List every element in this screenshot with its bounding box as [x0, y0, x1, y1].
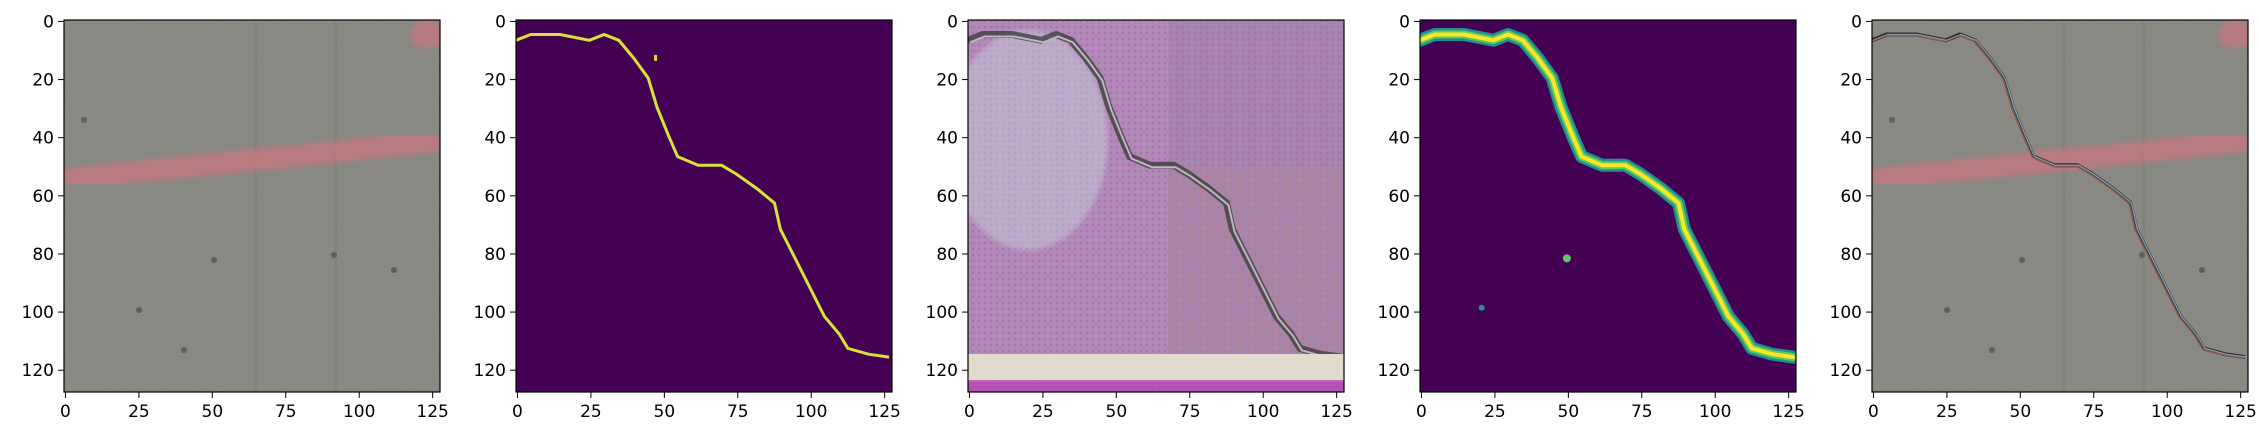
y-tick-label: 20: [936, 71, 958, 91]
x-tick-label: 0: [512, 402, 523, 422]
x-tick-label: 100: [795, 402, 827, 422]
y-tick-label: 20: [32, 71, 54, 91]
x-tick-label: 50: [202, 402, 224, 422]
y-tick-label: 100: [1378, 303, 1410, 323]
y-tick-label: 0: [43, 12, 54, 32]
panel-predicted-mask: 0 25 50 75 100 125 0 20 40 60 80 100 120: [1356, 0, 1807, 440]
crack-mask-line: [516, 32, 890, 359]
x-tick-label: 125: [868, 402, 900, 422]
y-tick-label: 20: [1388, 71, 1410, 91]
panel-ground-truth-mask: 0 25 50 75 100 125 0 20 40 60 80 100 120: [452, 0, 903, 440]
y-tick-label: 100: [22, 303, 54, 323]
concrete-photo: [64, 20, 440, 392]
x-tick-label: 50: [1558, 402, 1580, 422]
x-tick-label: 125: [416, 402, 448, 422]
x-tick-label: 50: [2010, 402, 2032, 422]
x-tick-label: 0: [1416, 402, 1427, 422]
prediction-spot: [1562, 254, 1571, 263]
axes-frame: [967, 19, 1345, 393]
y-tick-label: 40: [1388, 129, 1410, 149]
y-tick-label: 60: [936, 187, 958, 207]
y-tick-label: 0: [1399, 12, 1410, 32]
y-tick-label: 80: [484, 245, 506, 265]
panel-generated-image: 0 25 50 75 100 125 0 20 40 60 80 100 120: [904, 0, 1355, 440]
x-tick-label: 25: [580, 402, 602, 422]
x-tick-label: 100: [1699, 402, 1731, 422]
y-tick-label: 40: [936, 129, 958, 149]
y-tick-label: 40: [1840, 129, 1862, 149]
grain: [968, 20, 1344, 392]
generated-image: [968, 20, 1344, 392]
x-tick-label: 75: [1631, 402, 1653, 422]
y-tick-label: 80: [1388, 245, 1410, 265]
prediction-image: [1420, 20, 1796, 392]
y-tick-label: 20: [1840, 71, 1862, 91]
x-tick-label: 100: [2151, 402, 2183, 422]
x-tick-label: 0: [1868, 402, 1879, 422]
y-tick-label: 0: [947, 12, 958, 32]
y-tick-label: 80: [936, 245, 958, 265]
y-tick-label: 100: [1830, 303, 1862, 323]
y-tick-label: 80: [1840, 245, 1862, 265]
axes-frame: [63, 19, 441, 393]
x-tick-label: 75: [2083, 402, 2105, 422]
x-tick-label: 125: [1320, 402, 1352, 422]
y-tick-label: 60: [484, 187, 506, 207]
y-tick-label: 60: [32, 187, 54, 207]
y-tick-label: 0: [495, 12, 506, 32]
x-tick-label: 25: [128, 402, 150, 422]
x-tick-label: 125: [2224, 402, 2256, 422]
axes-frame: [1419, 19, 1797, 393]
mask-fragment: [654, 54, 658, 61]
y-tick-label: 60: [1388, 187, 1410, 207]
y-tick-label: 120: [22, 361, 54, 381]
x-tick-label: 100: [1247, 402, 1279, 422]
y-tick-label: 0: [1851, 12, 1862, 32]
x-tick-label: 25: [1936, 402, 1958, 422]
y-tick-label: 120: [474, 361, 506, 381]
grain: [64, 20, 440, 392]
panel-overlay: 0 25 50 75 100 125 0 20 40 60 80 100 120: [1808, 0, 2259, 440]
y-tick-label: 120: [1378, 361, 1410, 381]
x-tick-label: 50: [654, 402, 676, 422]
y-tick-label: 40: [32, 129, 54, 149]
mask-image: [516, 20, 892, 392]
y-tick-label: 60: [1840, 187, 1862, 207]
x-tick-label: 0: [60, 402, 71, 422]
x-tick-label: 50: [1106, 402, 1128, 422]
y-tick-label: 100: [926, 303, 958, 323]
y-tick-label: 120: [926, 361, 958, 381]
y-tick-label: 80: [32, 245, 54, 265]
x-tick-label: 25: [1032, 402, 1054, 422]
x-tick-label: 75: [1179, 402, 1201, 422]
y-tick-label: 40: [484, 129, 506, 149]
prediction-spot: [1478, 304, 1485, 311]
x-tick-label: 75: [275, 402, 297, 422]
overlay-crack-highlight: [1872, 34, 2245, 359]
grain: [1872, 20, 2248, 392]
x-tick-label: 0: [964, 402, 975, 422]
concrete-photo: [1872, 20, 2248, 392]
panel-input-photo: 0 25 50 75 100 125 0 20 40 60 80 100 120: [0, 0, 451, 440]
y-tick-label: 120: [1830, 361, 1862, 381]
prediction-core: [1420, 32, 1796, 360]
x-tick-label: 25: [1484, 402, 1506, 422]
x-tick-label: 100: [343, 402, 375, 422]
x-tick-label: 125: [1772, 402, 1804, 422]
axes-frame: [515, 19, 893, 393]
mask-background: [516, 20, 892, 392]
x-tick-label: 75: [727, 402, 749, 422]
y-tick-label: 20: [484, 71, 506, 91]
axes-frame: [1871, 19, 2249, 393]
y-tick-label: 100: [474, 303, 506, 323]
